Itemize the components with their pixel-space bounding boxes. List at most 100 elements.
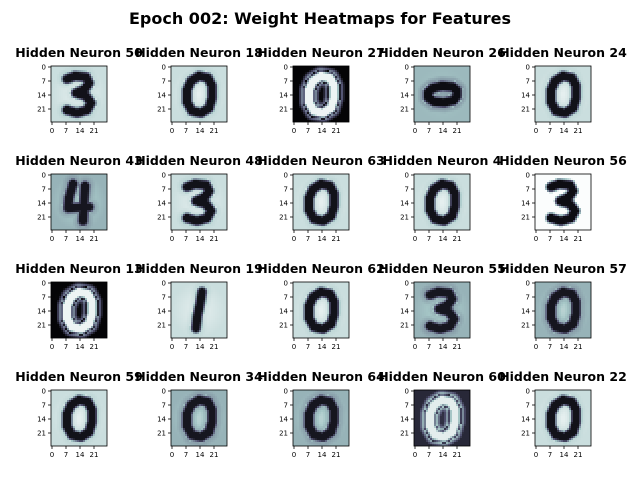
heatmap-cell bbox=[422, 104, 425, 107]
heatmap-cell bbox=[175, 70, 178, 73]
heatmap-cell bbox=[203, 72, 206, 75]
heatmap-cell bbox=[438, 66, 441, 69]
heatmap-cell bbox=[75, 180, 78, 183]
heatmap-cell bbox=[187, 110, 190, 113]
heatmap-cell bbox=[173, 90, 176, 93]
heatmap-cell bbox=[103, 86, 106, 89]
heatmap-cell bbox=[207, 84, 210, 87]
heatmap-cell bbox=[77, 204, 80, 207]
heatmap-cell bbox=[454, 80, 457, 83]
heatmap-cell bbox=[347, 72, 350, 75]
heatmap-cell bbox=[89, 198, 92, 201]
heatmap-cell bbox=[537, 92, 540, 95]
heatmap-cell bbox=[460, 78, 463, 81]
heatmap-cell bbox=[444, 88, 447, 91]
heatmap-cell bbox=[448, 94, 451, 97]
heatmap-cell bbox=[428, 74, 431, 77]
heatmap-cell bbox=[573, 100, 576, 103]
heatmap-cell bbox=[61, 108, 64, 111]
heatmap-cell bbox=[203, 180, 206, 183]
heatmap-cell bbox=[201, 68, 204, 71]
heatmap-cell bbox=[325, 110, 328, 113]
heatmap-cell bbox=[553, 108, 556, 111]
heatmap-cell bbox=[341, 68, 344, 71]
heatmap-cell bbox=[179, 66, 182, 69]
heatmap-cell bbox=[563, 98, 566, 101]
heatmap-cell bbox=[462, 106, 465, 109]
heatmap-cell bbox=[75, 82, 78, 85]
heatmap-cell bbox=[173, 66, 176, 69]
heatmap-cell bbox=[563, 114, 566, 117]
x-tick-label: 0 bbox=[50, 235, 54, 243]
heatmap-cell bbox=[541, 96, 544, 99]
heatmap-cell bbox=[57, 88, 60, 91]
heatmap-cell bbox=[585, 118, 588, 121]
heatmap-cell bbox=[79, 224, 82, 227]
heatmap-cell bbox=[87, 86, 90, 89]
heatmap-cell bbox=[589, 80, 592, 83]
heatmap-cell bbox=[173, 88, 176, 91]
heatmap-cell bbox=[85, 194, 88, 197]
heatmap-cell bbox=[543, 84, 546, 87]
heatmap-cell bbox=[207, 104, 210, 107]
heatmap-cell bbox=[343, 100, 346, 103]
heatmap-cell bbox=[67, 120, 70, 123]
heatmap-cell bbox=[468, 108, 471, 111]
heatmap-cell bbox=[293, 116, 296, 119]
heatmap-cell bbox=[339, 106, 342, 109]
heatmap-cell bbox=[83, 214, 86, 217]
heatmap-cell bbox=[456, 116, 459, 119]
heatmap-cell bbox=[422, 94, 425, 97]
heatmap-cell bbox=[75, 84, 78, 87]
heatmap-cell bbox=[438, 96, 441, 99]
heatmap-cell bbox=[79, 100, 82, 103]
heatmap-cell bbox=[422, 120, 425, 123]
heatmap-cell bbox=[559, 96, 562, 99]
heatmap-cell bbox=[440, 98, 443, 101]
heatmap-cell bbox=[215, 116, 218, 119]
heatmap-cell bbox=[55, 72, 58, 75]
heatmap-cell bbox=[61, 222, 64, 225]
heatmap-cell bbox=[456, 84, 459, 87]
heatmap-cell bbox=[83, 196, 86, 199]
heatmap-cell bbox=[301, 82, 304, 85]
heatmap-cell bbox=[205, 68, 208, 71]
heatmap-cell bbox=[67, 174, 70, 177]
heatmap-cell bbox=[341, 82, 344, 85]
heatmap-cell bbox=[57, 104, 60, 107]
heatmap-cell bbox=[91, 68, 94, 71]
heatmap-cell bbox=[77, 114, 80, 117]
heatmap-cell bbox=[75, 70, 78, 73]
heatmap-cell bbox=[539, 78, 542, 81]
heatmap-cell bbox=[63, 184, 66, 187]
heatmap-cell bbox=[203, 76, 206, 79]
heatmap-cell bbox=[97, 80, 100, 83]
heatmap-cell bbox=[428, 90, 431, 93]
heatmap-cell bbox=[211, 66, 214, 69]
heatmap-cell bbox=[177, 72, 180, 75]
heatmap-cell bbox=[569, 90, 572, 93]
heatmap-cell bbox=[549, 104, 552, 107]
heatmap-cell bbox=[53, 188, 56, 191]
heatmap-cell bbox=[183, 110, 186, 113]
heatmap-cell bbox=[343, 72, 346, 75]
heatmap-cell bbox=[319, 116, 322, 119]
heatmap-cell bbox=[307, 100, 310, 103]
heatmap-cell bbox=[462, 90, 465, 93]
heatmap-cell bbox=[541, 92, 544, 95]
heatmap-cell bbox=[345, 100, 348, 103]
heatmap-cell bbox=[97, 96, 100, 99]
heatmap-cell bbox=[325, 76, 328, 79]
heatmap-cell bbox=[337, 82, 340, 85]
heatmap-cell bbox=[569, 76, 572, 79]
heatmap-cell bbox=[101, 226, 104, 229]
heatmap-cell bbox=[85, 104, 88, 107]
heatmap-cell bbox=[53, 194, 56, 197]
heatmap-cell bbox=[97, 190, 100, 193]
heatmap-cell bbox=[343, 96, 346, 99]
heatmap-cell bbox=[583, 88, 586, 91]
heatmap-cell bbox=[101, 92, 104, 95]
heatmap-cell bbox=[452, 100, 455, 103]
heatmap-cell bbox=[551, 66, 554, 69]
heatmap-cell bbox=[177, 178, 180, 181]
